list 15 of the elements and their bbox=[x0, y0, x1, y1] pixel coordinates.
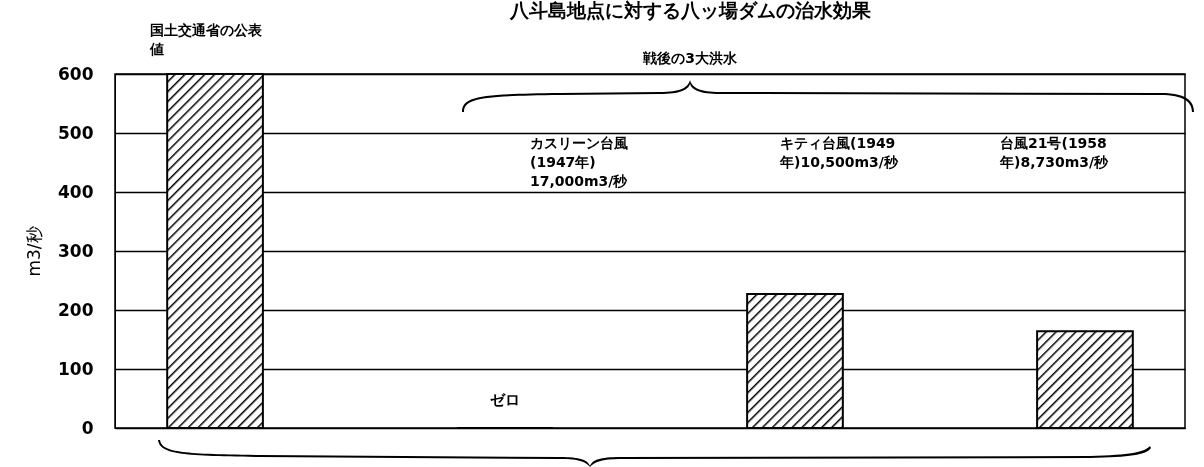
y-tick-label: 500 bbox=[58, 122, 94, 143]
y-tick-label: 400 bbox=[58, 181, 94, 202]
y-tick-label: 600 bbox=[58, 63, 94, 84]
annotation: 台風21号(1958 年)8,730m3/秒 bbox=[999, 135, 1110, 170]
data-label: ゼロ bbox=[490, 391, 521, 409]
y-axis-title: m3/秒 bbox=[24, 226, 45, 277]
y-tick-label: 0 bbox=[81, 417, 94, 438]
annotation: キティ台風(1949 年)10,500m3/秒 bbox=[779, 135, 899, 170]
chart-title: 八斗島地点に対する八ッ場ダムの治水効果 bbox=[508, 0, 872, 21]
text: 国土交通省の公表値 bbox=[149, 22, 263, 57]
text: 戦後の3大洪水 bbox=[642, 50, 738, 66]
y-tick-label: 300 bbox=[58, 240, 94, 261]
y-tick-label: 200 bbox=[58, 299, 94, 320]
y-tick-label: 100 bbox=[58, 358, 94, 379]
annotation: カスリーン台風 (1947年) 17,000m3/秒 bbox=[530, 135, 629, 189]
